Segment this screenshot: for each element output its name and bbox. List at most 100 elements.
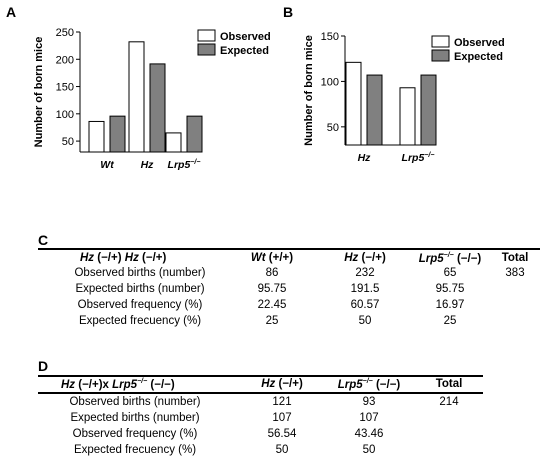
table-c-row-label: Expected frecuency (%) <box>78 315 202 327</box>
cross-a-name: Hz <box>61 378 76 391</box>
col-hz-name: Hz <box>261 378 276 390</box>
cross-b-genotype: (−/+) <box>142 252 167 264</box>
y-tick-label: 200 <box>56 54 74 66</box>
legend-swatch-expected <box>431 49 450 62</box>
legend-label-observed: Observed <box>454 37 505 49</box>
table-d-row-v2: 107 <box>359 412 379 424</box>
panel-letter-a: A <box>6 4 17 20</box>
y-tick-label: 50 <box>327 122 339 134</box>
col-lrp5-name: Lrp5 <box>337 378 363 391</box>
col-lrp5-sup: −/− <box>362 378 373 385</box>
table-c-row-v2: 60.57 <box>350 299 380 311</box>
table-c-row-v1: 22.45 <box>257 299 287 311</box>
table-c-row-v1: 25 <box>265 315 279 327</box>
bar-expected <box>420 74 437 146</box>
panel-letter-b: B <box>283 4 294 20</box>
table-d-cross-label: Hz (−/+)x Lrp5−/− (−/−) <box>61 378 175 391</box>
x-tick-label: Lrp5−/− <box>168 159 201 171</box>
table-c-col-total: Total <box>501 252 529 264</box>
table-c-row-label: Observed births (number) <box>74 267 206 279</box>
cross-a-genotype: (−/+)x <box>78 378 109 391</box>
table-d-row-v2: 43.46 <box>354 428 384 440</box>
col-wt-name: Wt <box>250 252 266 264</box>
bar-expected <box>366 74 383 146</box>
table-d-row-total: 214 <box>439 396 459 408</box>
legend-label-observed: Observed <box>220 31 271 43</box>
table-c-row-v3: 95.75 <box>435 283 465 295</box>
y-tick-label: 150 <box>321 31 339 43</box>
table-c-row-label: Observed frequency (%) <box>77 299 203 311</box>
table-c-top-rule <box>38 248 540 250</box>
table-c-row-v2: 191.5 <box>350 283 380 295</box>
table-d-col-hz: Hz (−/+) <box>261 378 303 390</box>
table-d-row-label: Expected frecuency (%) <box>73 444 197 456</box>
legend-label-expected: Expected <box>454 51 503 63</box>
table-c-col-wt: Wt (+/+) <box>251 252 293 264</box>
table-d-col-lrp5: Lrp5−/− (−/−) <box>338 378 401 391</box>
cross-a-name: Hz <box>80 252 95 264</box>
cross-b-sup: −/− <box>137 378 148 385</box>
y-axis-label: Number of born mice <box>33 37 45 148</box>
bar-observed <box>345 61 362 146</box>
table-c-row-v3: 65 <box>443 267 457 279</box>
chart-a: 50 100 150 200 250 Number of born mice Wt Hz Lrp… <box>33 27 271 171</box>
bar-observed <box>128 41 145 153</box>
col-hz-genotype: (−/+) <box>361 252 386 264</box>
table-d-letter: D <box>38 358 49 374</box>
table-d-row-v1: 50 <box>275 444 289 456</box>
x-tick-label: Hz <box>141 159 155 171</box>
table-d-row-v1: 121 <box>272 396 292 408</box>
table-c-row-v1: 86 <box>265 267 279 279</box>
bar-observed <box>165 132 182 153</box>
table-d-col-total: Total <box>435 378 463 390</box>
bar-expected <box>109 115 126 153</box>
table-c-row-v2: 232 <box>355 267 375 279</box>
col-hz-name: Hz <box>344 252 359 264</box>
table-c-row-v1: 95.75 <box>257 283 287 295</box>
table-d-row-label: Observed frequency (%) <box>72 428 198 440</box>
table-d-row-v1: 56.54 <box>267 428 297 440</box>
y-axis-label: Number of born mice <box>303 35 315 146</box>
y-tick-label: 100 <box>56 109 74 121</box>
bar-observed <box>399 87 416 146</box>
table-c-row-v3: 25 <box>443 315 457 327</box>
table-d-row-v1: 107 <box>272 412 292 424</box>
x-tick-label: Hz <box>358 152 372 164</box>
table-d-header-rule <box>38 392 483 394</box>
legend-swatch-observed <box>197 29 216 42</box>
bar-expected <box>149 63 166 153</box>
cross-b-genotype: (−/−) <box>150 378 175 391</box>
col-hz-genotype: (−/+) <box>278 378 303 390</box>
y-tick-label: 50 <box>62 136 74 148</box>
table-d-row-label: Observed births (number) <box>69 396 201 408</box>
table-c-row-label: Expected births (number) <box>75 283 205 295</box>
table-c-row-total: 383 <box>505 267 525 279</box>
col-wt-genotype: (+/+) <box>268 252 294 264</box>
col-lrp5-sup: −/− <box>443 252 454 259</box>
bar-observed <box>88 120 105 153</box>
legend-swatch-observed <box>431 35 450 48</box>
table-c-cross-label: Hz (−/+) Hz (−/+) <box>80 252 166 264</box>
legend-label-expected: Expected <box>220 45 269 57</box>
table-c-col-hz: Hz (−/+) <box>344 252 386 264</box>
col-lrp5-genotype: (−/−) <box>456 252 482 265</box>
cross-a-genotype: (−/+) <box>97 252 122 264</box>
y-tick-label: 100 <box>321 76 339 88</box>
table-d-top-rule <box>38 375 483 377</box>
y-tick-label: 150 <box>56 82 74 94</box>
chart-b: 50 100 150 Number of born mice Hz Lrp5−/− Obse… <box>303 31 505 164</box>
x-tick-label: Wt <box>100 159 114 171</box>
cross-b-name: Lrp5 <box>112 378 138 391</box>
table-c-row-v2: 50 <box>358 315 372 327</box>
col-lrp5-genotype: (−/−) <box>375 378 401 391</box>
table-d-row-label: Expected births (number) <box>70 412 200 424</box>
table-c-letter: C <box>38 232 49 248</box>
cross-b-name: Hz <box>124 252 139 264</box>
legend-swatch-expected <box>197 43 216 56</box>
table-c-col-lrp5: Lrp5−/− (−/−) <box>419 252 482 265</box>
bar-expected <box>186 115 203 153</box>
x-tick-label: Lrp5−/− <box>402 152 435 164</box>
y-tick-label: 250 <box>56 27 74 39</box>
table-d-row-v2: 93 <box>362 396 376 408</box>
table-d-row-v2: 50 <box>362 444 376 456</box>
